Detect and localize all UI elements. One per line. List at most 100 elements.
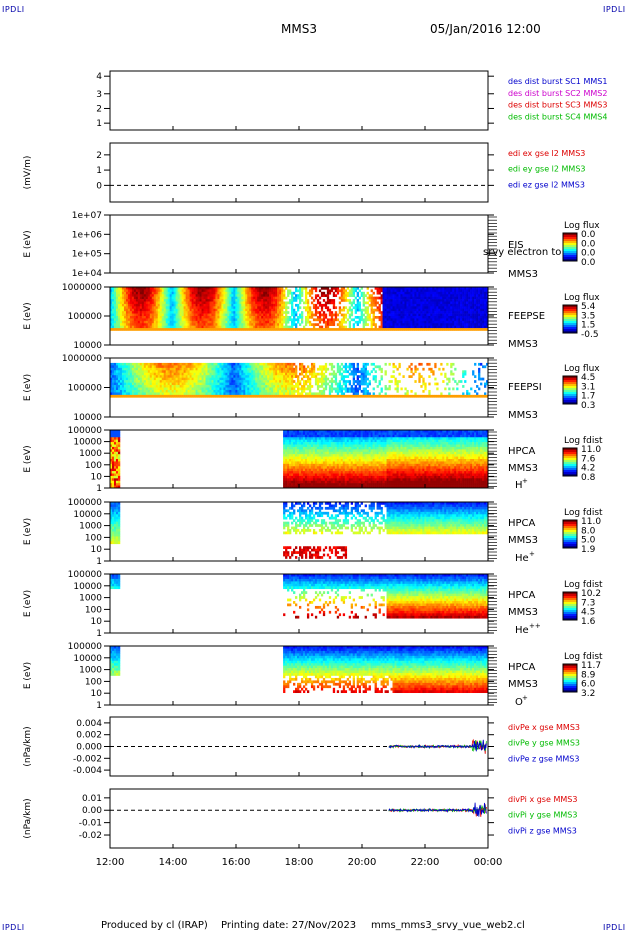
spectrogram-cell-feeps-e	[245, 325, 248, 329]
spectrogram-cell-feeps-e	[424, 287, 427, 290]
spectrogram-cell-feeps-e	[299, 287, 302, 290]
spectrogram-cell-feeps-i	[123, 367, 127, 371]
legend-entry-edi-e: edi ez gse l2 MMS3	[508, 180, 585, 189]
spectrogram-cell-feeps-e	[382, 299, 385, 302]
spectrogram-cell-feeps-e	[111, 294, 115, 297]
spectrogram-cell-feeps-e	[269, 294, 272, 297]
spectrogram-cell-feeps-i	[332, 387, 336, 391]
spectrogram-cell-feeps-i	[420, 362, 423, 366]
spectrogram-cell-feeps-e	[111, 301, 115, 305]
spectrogram-cell-feeps-e	[141, 296, 145, 300]
spectrogram-cell-feeps-e	[209, 313, 212, 317]
spectrogram-cell-feeps-e	[324, 303, 328, 307]
spectrogram-cell-feeps-i	[213, 367, 216, 371]
spectrogram-cell-feeps-i	[338, 367, 342, 371]
spectrogram-cell-feeps-e	[291, 306, 294, 310]
spectrogram-cell-feeps-e	[273, 323, 276, 326]
spectrogram-cell-feeps-i	[187, 380, 190, 383]
spectrogram-cell-feeps-i	[394, 394, 397, 398]
spectrogram-cell-feeps-e	[137, 308, 141, 312]
spectrogram-cell-feeps-i	[275, 380, 278, 383]
spectrogram-cell-feeps-e	[179, 328, 182, 331]
spectrogram-cell-feeps-e	[418, 325, 421, 329]
spectrogram-cell-feeps-i	[378, 367, 381, 371]
spectrogram-cell-feeps-i	[241, 382, 244, 386]
spectrogram-cell-feeps-i	[253, 380, 256, 383]
spectrogram-cell-feeps-e	[462, 325, 465, 329]
spectrogram-cell-feeps-e	[320, 325, 324, 329]
spectrogram-cell-feeps-e	[191, 323, 194, 326]
spectrogram-cell-feeps-e	[466, 318, 469, 322]
spectrogram-cell-feeps-i	[229, 377, 232, 381]
spectrogram-cell-feeps-e	[470, 325, 473, 329]
spectrogram-cell-feeps-e	[478, 299, 481, 302]
spectrogram-cell-feeps-e	[245, 299, 248, 302]
spectrogram-cell-feeps-i	[352, 370, 356, 374]
spectrogram-cell-feeps-e	[143, 308, 147, 312]
spectrogram-cell-feeps-e	[470, 289, 473, 293]
spectrogram-cell-feeps-i	[175, 389, 178, 393]
spectrogram-cell-feeps-i	[302, 389, 306, 393]
spectrogram-cell-feeps-i	[392, 394, 395, 398]
spectrogram-cell-feeps-e	[167, 318, 170, 322]
spectrogram-cell-feeps-i	[111, 375, 115, 378]
spectrogram-cell-feeps-i	[257, 370, 260, 374]
spectrogram-cell-feeps-e	[430, 323, 433, 326]
spectrogram-cell-feeps-i	[117, 385, 121, 388]
spectrogram-cell-feeps-e	[412, 289, 415, 293]
spectrogram-cell-feeps-e	[291, 299, 294, 302]
spectrogram-cell-feeps-e	[466, 325, 469, 329]
spectrogram-cell-feeps-i	[143, 387, 147, 391]
spectrogram-cell-feeps-i	[352, 375, 356, 378]
spectrogram-cell-feeps-i	[165, 389, 168, 393]
spectrogram-cell-feeps-e	[414, 320, 417, 324]
overlay-text-eis: srvy electron to	[483, 247, 561, 258]
spectrogram-cell-feeps-e	[191, 325, 194, 329]
spectrogram-cell-feeps-e	[472, 313, 475, 317]
spectrogram-cell-feeps-e	[265, 320, 268, 324]
spectrogram-cell-feeps-e	[163, 301, 167, 305]
spectrogram-cell-feeps-e	[402, 291, 405, 295]
spectrogram-cell-feeps-e	[225, 299, 228, 302]
spectrogram-cell-feeps-i	[213, 372, 216, 376]
spectrogram-cell-feeps-e	[211, 313, 214, 317]
spectrogram-cell-feeps-i	[287, 370, 290, 374]
spectrogram-cell-feeps-e	[354, 308, 357, 312]
spectrogram-cell-feeps-i	[233, 387, 236, 391]
spectrogram-cell-feeps-e	[129, 323, 133, 326]
spectrogram-cell-feeps-i	[197, 372, 200, 376]
spectrogram-cell-feeps-e	[123, 296, 127, 300]
spectrogram-cell-feeps-i	[117, 387, 121, 391]
spectrogram-cell-feeps-i	[380, 377, 383, 381]
spectrogram-cell-feeps-e	[133, 323, 137, 326]
spectrogram-cell-feeps-e	[308, 313, 312, 317]
spectrogram-cell-feeps-e	[259, 316, 262, 319]
spectrogram-cell-feeps-i	[173, 387, 176, 391]
spectrogram-cell-feeps-i	[336, 365, 340, 369]
spectrogram-cell-feeps-e	[440, 318, 443, 322]
spectrogram-cell-feeps-e	[213, 325, 216, 329]
spectrogram-cell-feeps-i	[243, 362, 246, 366]
spectrogram-cell-feeps-i	[121, 367, 125, 371]
spectrogram-cell-feeps-i	[209, 385, 212, 388]
spectrogram-cell-feeps-i	[139, 367, 143, 371]
spectrogram-cell-feeps-i	[117, 389, 121, 393]
spectrogram-cell-feeps-i	[171, 389, 174, 393]
spectrogram-cell-feeps-e	[253, 308, 256, 312]
spectrogram-cell-feeps-e	[239, 320, 242, 324]
spectrogram-cell-feeps-e	[472, 301, 475, 305]
spectrogram-cell-feeps-e	[466, 301, 469, 305]
spectrogram-cell-feeps-i	[233, 367, 236, 371]
spectrogram-cell-feeps-e	[434, 320, 437, 324]
spectrogram-cell-feeps-i	[239, 375, 242, 378]
spectrogram-cell-feeps-e	[418, 289, 421, 293]
spectrogram-cell-feeps-e	[225, 289, 228, 293]
spectrogram-cell-feeps-i	[211, 365, 214, 369]
spectrogram-cell-feeps-i	[322, 367, 326, 371]
spectrogram-cell-feeps-e	[462, 299, 465, 302]
spectrogram-cell-feeps-e	[352, 294, 356, 297]
spectrogram-cell-feeps-e	[255, 320, 258, 324]
spectrogram-cell-feeps-e	[300, 320, 304, 324]
spectrogram-cell-feeps-e	[155, 287, 159, 290]
spectrogram-cell-feeps-e	[175, 316, 178, 319]
